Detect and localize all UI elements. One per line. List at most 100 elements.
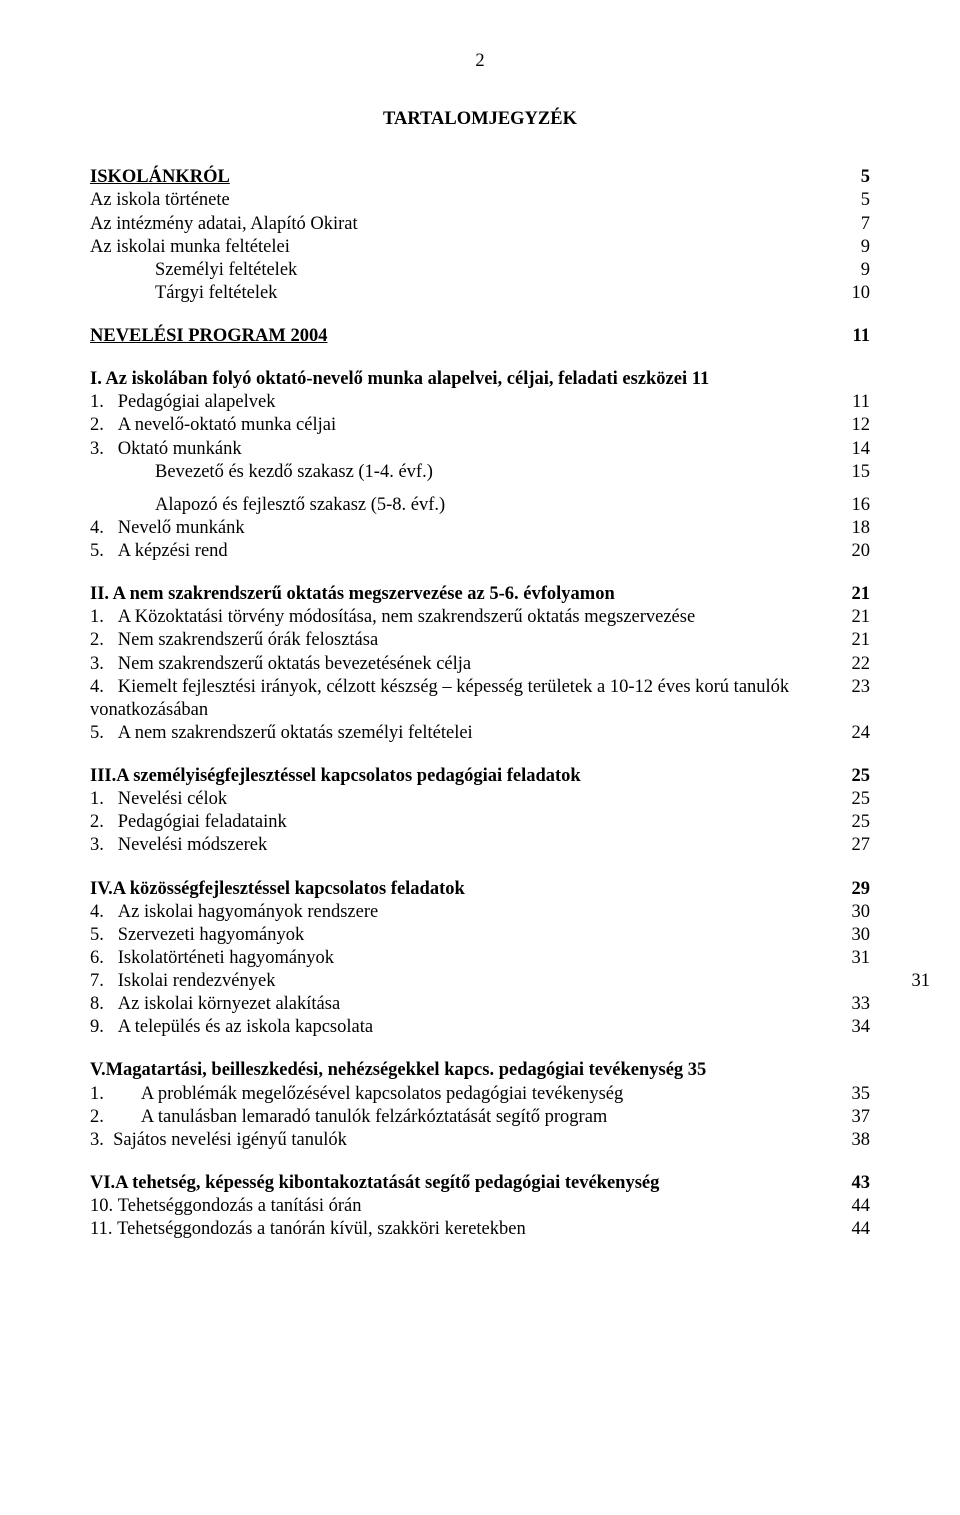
toc-page: 22	[840, 653, 870, 676]
toc-page: 25	[760, 765, 870, 788]
toc-label: Bevezető és kezdő szakasz (1-4. évf.)	[90, 461, 810, 484]
toc-page: 11	[840, 325, 870, 348]
doc-title: TARTALOMJEGYZÉK	[90, 108, 870, 131]
toc-item: 4. Az iskolai hagyományok rendszere 30	[90, 901, 870, 924]
toc-text: Kiemelt fejlesztési irányok, célzott kés…	[90, 677, 789, 720]
toc-page: 23	[840, 676, 870, 699]
toc-item: 2. A nevelő-oktató munka céljai 12	[90, 414, 870, 437]
toc-num: 7.	[90, 971, 104, 991]
toc-label: 5. Szervezeti hagyományok	[90, 924, 840, 947]
toc-heading: II. A nem szakrendszerű oktatás megszerv…	[90, 583, 760, 606]
toc-subitem: Személyi feltételek 9	[90, 259, 870, 282]
toc-page: 27	[840, 834, 870, 857]
toc-text: A település és az iskola kapcsolata	[118, 1017, 373, 1037]
toc-heading-row: V.Magatartási, beilleszkedési, nehézsége…	[90, 1059, 870, 1082]
toc-text: Nevelési célok	[118, 789, 227, 809]
toc-heading-row: II. A nem szakrendszerű oktatás megszerv…	[90, 583, 870, 606]
toc-subitem: Alapozó és fejlesztő szakasz (5-8. évf.)…	[90, 494, 870, 517]
toc-heading-row: NEVELÉSI PROGRAM 2004 11	[90, 325, 870, 348]
toc-num: 1.	[90, 789, 104, 809]
toc-text: Az iskolai hagyományok rendszere	[118, 902, 378, 922]
toc-text: Oktató munkánk	[118, 439, 242, 459]
toc-page: 25	[840, 788, 870, 811]
toc-heading: V.Magatartási, beilleszkedési, nehézsége…	[90, 1059, 870, 1082]
toc-label: 9. A település és az iskola kapcsolata	[90, 1016, 840, 1039]
toc-text: Szervezeti hagyományok	[118, 925, 304, 945]
toc-num: 1.	[90, 1084, 104, 1104]
toc-page: 21	[760, 583, 870, 606]
toc-label: Az iskola története	[90, 189, 840, 212]
toc-num: 2.	[90, 812, 104, 832]
toc-item: 6. Iskolatörténeti hagyományok 31	[90, 947, 870, 970]
toc-label: 3. Oktató munkánk	[90, 438, 840, 461]
toc-heading: NEVELÉSI PROGRAM 2004	[90, 325, 840, 348]
toc-num: 10.	[90, 1196, 113, 1216]
toc-heading: ISKOLÁNKRÓL	[90, 166, 840, 189]
toc-label: 5. A képzési rend	[90, 540, 840, 563]
toc-text: A tanulásban lemaradó tanulók felzárkózt…	[141, 1107, 607, 1127]
toc-label: 4. Nevelő munkánk	[90, 517, 840, 540]
toc-num: 2.	[90, 630, 104, 650]
toc-text: A problémák megelőzésével kapcsolatos pe…	[141, 1084, 623, 1104]
toc-page: 30	[840, 924, 870, 947]
toc-text: Nevelő munkánk	[118, 518, 245, 538]
toc-page: 21	[840, 606, 870, 629]
toc-label: 1. Pedagógiai alapelvek	[90, 391, 840, 414]
toc-page: 38	[740, 1129, 870, 1152]
toc-label: Az iskolai munka feltételei	[90, 236, 840, 259]
toc-item: 11. Tehetséggondozás a tanórán kívül, sz…	[90, 1218, 870, 1241]
toc-text: Az iskolai környezet alakítása	[118, 994, 340, 1014]
toc-text: Tehetséggondozás a tanórán kívül, szakkö…	[117, 1219, 526, 1239]
toc-num: 1.	[90, 607, 104, 627]
toc-item: 3. Nevelési módszerek 27	[90, 834, 870, 857]
toc-num: 5.	[90, 541, 104, 561]
toc-num: 4.	[90, 677, 104, 697]
toc-page: 5	[840, 189, 870, 212]
toc-num: 8.	[90, 994, 104, 1014]
toc-item: 1. A Közoktatási törvény módosítása, nem…	[90, 606, 870, 629]
toc-page: 16	[810, 494, 870, 517]
toc-item: 3. Oktató munkánk 14	[90, 438, 870, 461]
toc-page: 12	[840, 414, 870, 437]
toc-num: 5.	[90, 723, 104, 743]
toc-item: Az iskolai munka feltételei 9	[90, 236, 870, 259]
toc-page: 11	[840, 391, 870, 414]
toc-label: 8. Az iskolai környezet alakítása	[90, 993, 840, 1016]
toc-heading-row: IV.A közösségfejlesztéssel kapcsolatos f…	[90, 878, 870, 901]
toc-item: 2. Pedagógiai feladataink 25	[90, 811, 870, 834]
toc-num: 2.	[90, 415, 104, 435]
toc-item: 1. Pedagógiai alapelvek 11	[90, 391, 870, 414]
toc-label: 11. Tehetséggondozás a tanórán kívül, sz…	[90, 1218, 740, 1241]
toc-item: 5. Szervezeti hagyományok 30	[90, 924, 870, 947]
toc-label: 4. Kiemelt fejlesztési irányok, célzott …	[90, 676, 840, 722]
toc-page: 44	[740, 1195, 870, 1218]
toc-text: II. A nem szakrendszerű oktatás megszerv…	[90, 584, 615, 604]
toc-heading: IV.A közösségfejlesztéssel kapcsolatos f…	[90, 878, 700, 901]
toc-page: 7	[840, 213, 870, 236]
toc-page: 30	[840, 901, 870, 924]
toc-item: 10. Tehetséggondozás a tanítási órán 44	[90, 1195, 870, 1218]
toc-text: A nem szakrendszerű oktatás személyi fel…	[118, 723, 473, 743]
toc-page: 33	[840, 993, 870, 1016]
toc-label: 3. Nem szakrendszerű oktatás bevezetésén…	[90, 653, 840, 676]
toc-item: 9. A település és az iskola kapcsolata 3…	[90, 1016, 870, 1039]
toc-page: 35	[840, 1083, 870, 1106]
toc-text: Pedagógiai feladataink	[118, 812, 287, 832]
toc-item: 7. Iskolai rendezvények 31	[90, 970, 870, 993]
toc-page: 20	[840, 540, 870, 563]
toc-page: 37	[840, 1106, 870, 1129]
toc-label: Tárgyi feltételek	[90, 282, 840, 305]
toc-label: 1. A problémák megelőzésével kapcsolatos…	[90, 1083, 840, 1106]
toc-item: 3. Nem szakrendszerű oktatás bevezetésén…	[90, 653, 870, 676]
toc-text: A képzési rend	[118, 541, 228, 561]
toc-heading-row: III.A személyiségfejlesztéssel kapcsolat…	[90, 765, 870, 788]
toc-page: 18	[840, 517, 870, 540]
toc-label: 1. Nevelési célok	[90, 788, 840, 811]
toc-subitem: Bevezető és kezdő szakasz (1-4. évf.) 15	[90, 461, 870, 484]
toc-num: 3.	[90, 654, 104, 674]
toc-item: 1. Nevelési célok 25	[90, 788, 870, 811]
toc-num: 3.	[90, 1130, 104, 1150]
toc-item: 2. A tanulásban lemaradó tanulók felzárk…	[90, 1106, 870, 1129]
toc-text: Nem szakrendszerű órák felosztása	[118, 630, 378, 650]
toc-num: 3.	[90, 835, 104, 855]
